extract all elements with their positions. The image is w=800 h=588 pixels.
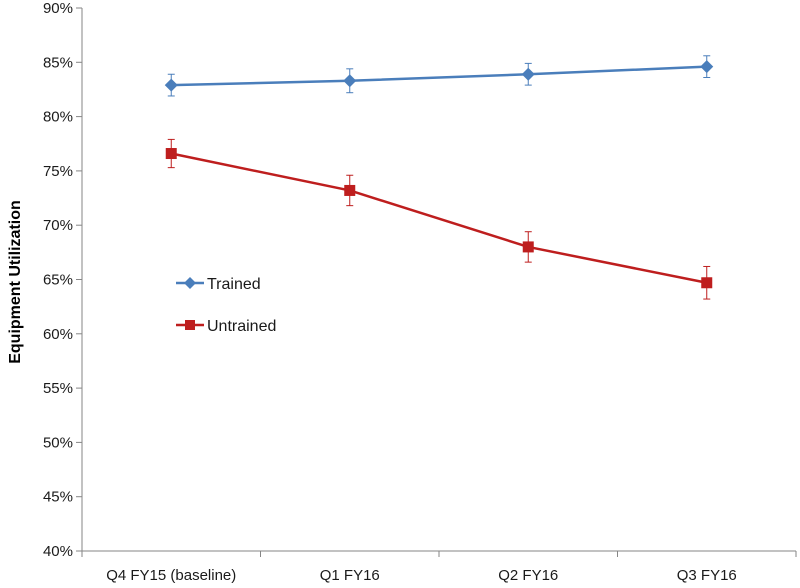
- legend-item-trained: Trained: [176, 276, 261, 293]
- x-tick-label: Q4 FY15 (baseline): [106, 567, 236, 584]
- y-tick-label: 55%: [43, 380, 73, 397]
- legend-label: Untrained: [207, 318, 276, 335]
- series-layer: [164, 55, 714, 300]
- x-tick-label: Q1 FY16: [320, 567, 380, 584]
- legend: Trained Untrained: [176, 276, 276, 335]
- y-axis-title: Equipment Utilization: [7, 200, 24, 364]
- data-point: [343, 74, 357, 88]
- y-axis-ticks: 40% 45% 50% 55% 60% 65% 70% 75% 80% 85% 90%: [43, 0, 82, 560]
- data-point: [164, 78, 178, 92]
- y-tick-label: 75%: [43, 163, 73, 180]
- x-tick-label: Q2 FY16: [498, 567, 558, 584]
- y-tick-label: 90%: [43, 0, 73, 17]
- data-point: [701, 277, 713, 289]
- data-point: [344, 184, 356, 196]
- y-tick-label: 60%: [43, 326, 73, 343]
- data-point: [521, 67, 535, 81]
- legend-swatch-marker: [184, 277, 196, 289]
- y-tick-label: 65%: [43, 272, 73, 289]
- series-line-untrained: [170, 152, 707, 284]
- data-point: [522, 241, 534, 253]
- series-trained: [164, 55, 714, 97]
- y-tick-label: 70%: [43, 217, 73, 234]
- legend-swatch-marker: [185, 320, 195, 330]
- data-point: [700, 60, 714, 74]
- data-point: [165, 148, 177, 160]
- series-line-trained: [171, 65, 707, 87]
- y-tick-label: 50%: [43, 434, 73, 451]
- y-tick-label: 80%: [43, 109, 73, 126]
- legend-item-untrained: Untrained: [176, 318, 276, 335]
- y-tick-label: 85%: [43, 54, 73, 71]
- y-tick-label: 40%: [43, 543, 73, 560]
- legend-label: Trained: [207, 276, 261, 293]
- x-tick-label: Q3 FY16: [677, 567, 737, 584]
- x-axis-ticks: Q4 FY15 (baseline) Q1 FY16 Q2 FY16 Q3 FY16: [81, 551, 797, 584]
- series-untrained: [165, 138, 713, 300]
- y-tick-label: 45%: [43, 489, 73, 506]
